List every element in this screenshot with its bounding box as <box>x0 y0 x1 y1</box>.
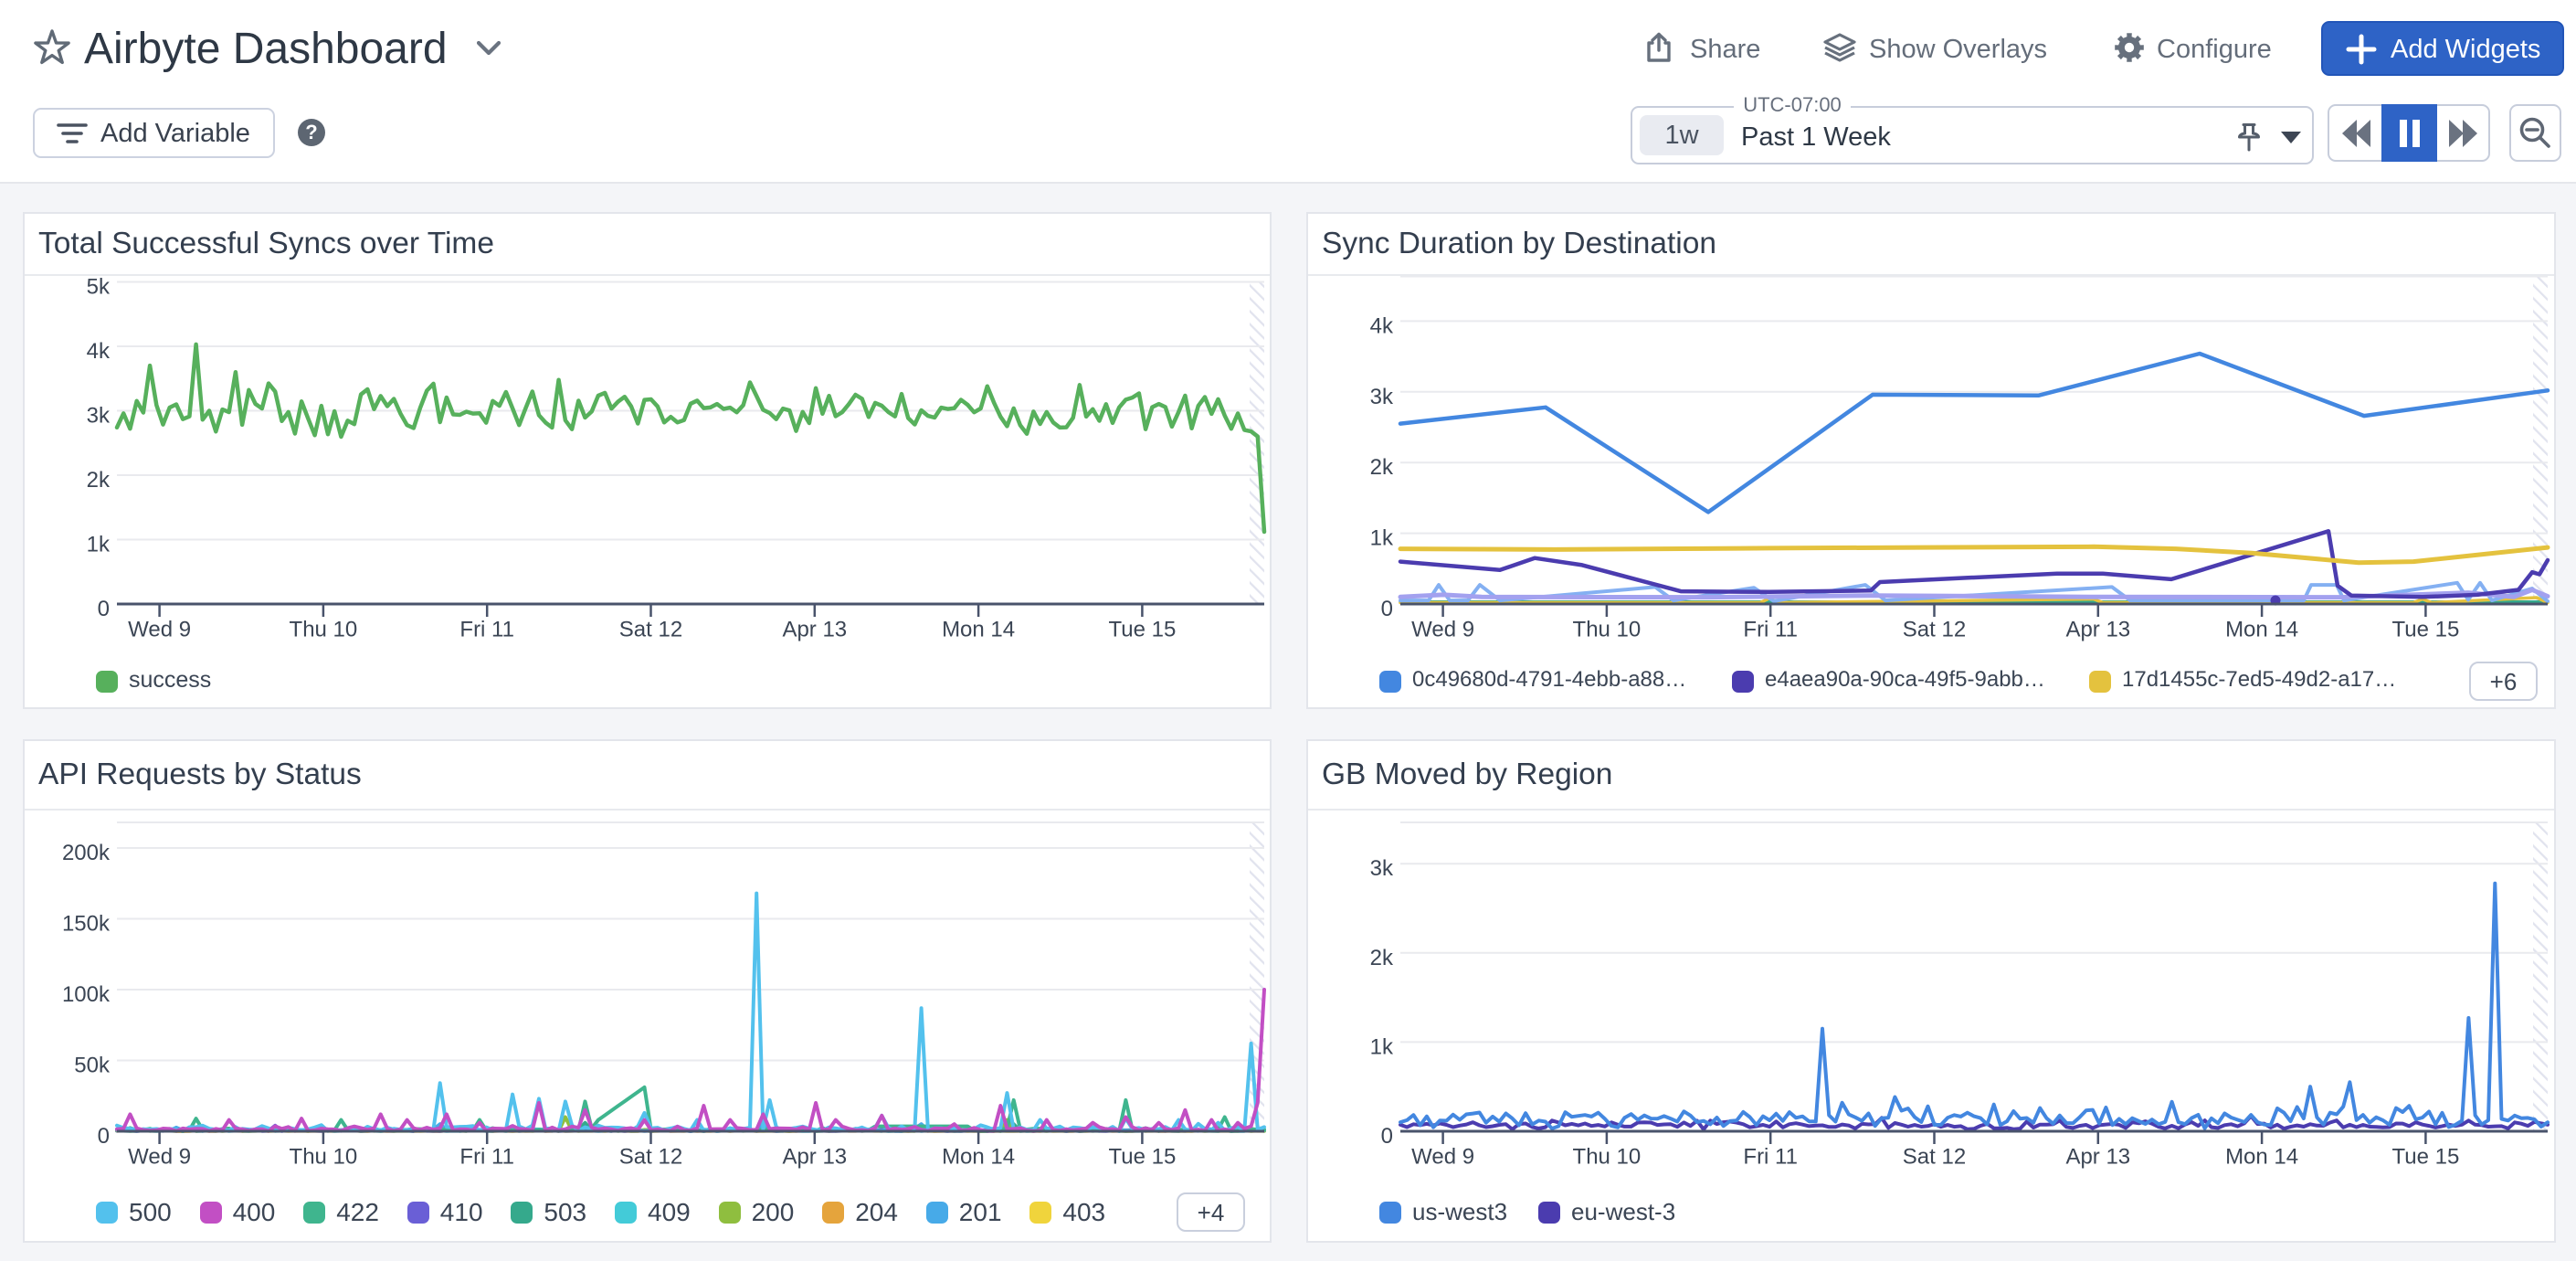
svg-text:3k: 3k <box>1370 856 1394 881</box>
svg-text:5k: 5k <box>87 276 111 300</box>
svg-text:Mon 14: Mon 14 <box>2225 1145 2298 1170</box>
svg-text:2k: 2k <box>1370 946 1394 970</box>
svg-text:Wed 9: Wed 9 <box>1411 1145 1474 1170</box>
svg-text:Tue 15: Tue 15 <box>1108 1145 1176 1170</box>
svg-text:Tue 15: Tue 15 <box>1108 618 1176 642</box>
svg-text:Apr 13: Apr 13 <box>782 618 847 642</box>
svg-text:Thu 10: Thu 10 <box>290 618 358 642</box>
svg-text:3k: 3k <box>87 404 111 429</box>
svg-text:Sat 12: Sat 12 <box>1903 1145 1966 1170</box>
svg-text:50k: 50k <box>74 1054 111 1078</box>
svg-text:4k: 4k <box>1370 313 1394 338</box>
svg-text:Wed 9: Wed 9 <box>1411 618 1474 642</box>
svg-text:0: 0 <box>1381 597 1393 621</box>
svg-text:Tue 15: Tue 15 <box>2391 618 2459 642</box>
svg-text:Mon 14: Mon 14 <box>2225 618 2298 642</box>
svg-text:Apr 13: Apr 13 <box>2065 618 2130 642</box>
svg-text:1k: 1k <box>1370 526 1394 551</box>
svg-text:4k: 4k <box>87 339 111 364</box>
svg-text:Apr 13: Apr 13 <box>782 1145 847 1170</box>
svg-text:3k: 3k <box>1370 385 1394 409</box>
svg-text:Sat 12: Sat 12 <box>1903 618 1966 642</box>
svg-text:1k: 1k <box>1370 1034 1394 1059</box>
svg-text:150k: 150k <box>62 912 111 937</box>
svg-text:2k: 2k <box>1370 455 1394 480</box>
svg-text:Mon 14: Mon 14 <box>942 1145 1015 1170</box>
svg-text:Tue 15: Tue 15 <box>2391 1145 2459 1170</box>
svg-text:Fri 11: Fri 11 <box>459 1145 514 1170</box>
svg-text:Apr 13: Apr 13 <box>2065 1145 2130 1170</box>
svg-text:0: 0 <box>98 597 110 621</box>
svg-text:Wed 9: Wed 9 <box>128 618 191 642</box>
svg-text:2k: 2k <box>87 468 111 493</box>
svg-text:Sat 12: Sat 12 <box>619 618 682 642</box>
svg-text:Mon 14: Mon 14 <box>942 618 1015 642</box>
svg-text:Thu 10: Thu 10 <box>290 1145 358 1170</box>
svg-text:Fri 11: Fri 11 <box>459 618 514 642</box>
svg-text:Fri 11: Fri 11 <box>1743 618 1798 642</box>
svg-text:100k: 100k <box>62 982 111 1007</box>
svg-text:0: 0 <box>1381 1124 1393 1149</box>
svg-text:Thu 10: Thu 10 <box>1573 618 1642 642</box>
svg-text:Thu 10: Thu 10 <box>1573 1145 1642 1170</box>
svg-text:Fri 11: Fri 11 <box>1743 1145 1798 1170</box>
svg-text:Wed 9: Wed 9 <box>128 1145 191 1170</box>
svg-text:200k: 200k <box>62 841 111 865</box>
svg-text:0: 0 <box>98 1124 110 1149</box>
svg-text:1k: 1k <box>87 533 111 557</box>
svg-text:Sat 12: Sat 12 <box>619 1145 682 1170</box>
